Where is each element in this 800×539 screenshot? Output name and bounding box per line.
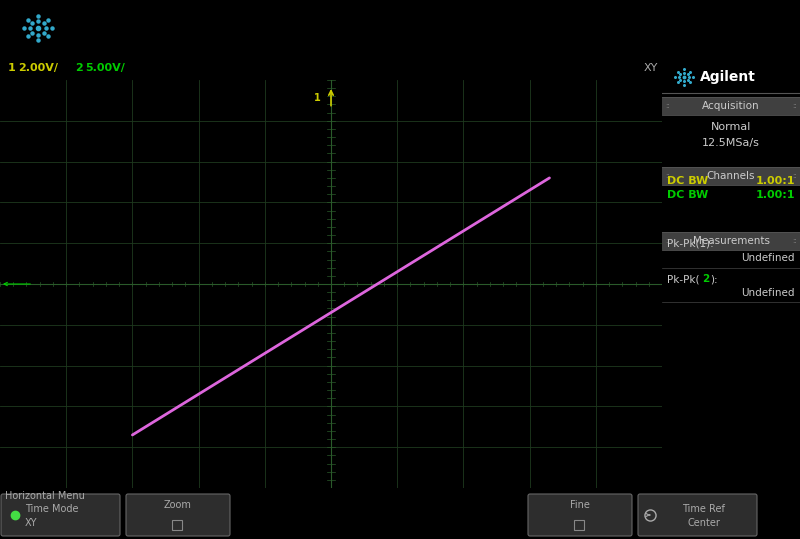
Text: ::: :: — [792, 238, 797, 244]
Text: ::: :: — [665, 103, 670, 109]
Text: ::: :: — [792, 103, 797, 109]
Text: Agilent Technologies: Agilent Technologies — [65, 18, 326, 38]
Text: 2: 2 — [702, 274, 710, 284]
Text: Pk-Pk(: Pk-Pk( — [667, 274, 699, 284]
Text: Measurements: Measurements — [693, 236, 770, 246]
Bar — [172, 520, 182, 530]
FancyBboxPatch shape — [1, 494, 120, 536]
Bar — [574, 520, 584, 530]
Text: ::: :: — [665, 238, 670, 244]
Text: Normal: Normal — [711, 122, 751, 132]
FancyBboxPatch shape — [638, 494, 757, 536]
Text: Undefined: Undefined — [742, 253, 795, 263]
Text: 1: 1 — [314, 93, 321, 103]
Text: 12.5MSa/s: 12.5MSa/s — [702, 138, 760, 148]
Text: Channels: Channels — [706, 171, 755, 181]
Text: ::: :: — [665, 173, 670, 179]
Text: DC BW: DC BW — [667, 190, 708, 200]
Text: Agilent: Agilent — [700, 70, 756, 84]
FancyBboxPatch shape — [528, 494, 632, 536]
Text: DC BW: DC BW — [667, 176, 708, 186]
FancyBboxPatch shape — [126, 494, 230, 536]
Text: XY: XY — [644, 63, 658, 73]
Text: Undefined: Undefined — [742, 288, 795, 298]
Text: 2: 2 — [75, 63, 82, 73]
Text: Thu Oct 31 12:12:01 2019: Thu Oct 31 12:12:01 2019 — [649, 23, 795, 33]
Text: ::: :: — [792, 173, 797, 179]
Text: ):: ): — [710, 274, 718, 284]
Text: Time Ref: Time Ref — [682, 505, 725, 514]
Text: Time Mode: Time Mode — [25, 505, 78, 514]
Text: 1: 1 — [8, 63, 16, 73]
Text: XY: XY — [25, 517, 38, 528]
Text: Fine: Fine — [570, 501, 590, 510]
Text: Pk-Pk(1):: Pk-Pk(1): — [667, 239, 714, 249]
Bar — [662, 97, 800, 115]
Text: 1.00:1: 1.00:1 — [755, 176, 795, 186]
Bar — [662, 167, 800, 185]
Bar — [662, 232, 800, 250]
Text: 1.00:1: 1.00:1 — [755, 190, 795, 200]
Text: Horizontal Menu: Horizontal Menu — [5, 491, 85, 501]
Text: Zoom: Zoom — [164, 501, 192, 510]
Text: 5.00V/: 5.00V/ — [85, 63, 125, 73]
Text: 2.00V/: 2.00V/ — [18, 63, 58, 73]
Text: Acquisition: Acquisition — [702, 101, 760, 111]
Text: Center: Center — [687, 517, 720, 528]
